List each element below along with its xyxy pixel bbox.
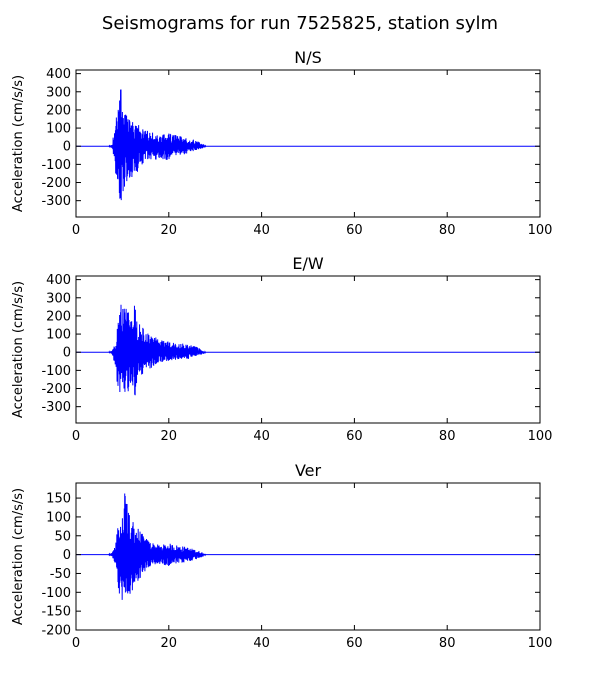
plot-frame [75,69,541,218]
y-axis-label: Acceleration (cm/s/s) [11,281,26,418]
y-tick-label: 100 [46,510,71,525]
x-tick-label: 60 [346,223,363,238]
x-tick-label: 80 [439,636,456,651]
panel-ns: N/S Acceleration (cm/s/s) 0 20 40 60 80 100 -3… [11,48,552,238]
series-line [76,89,540,201]
y-tick-label: -300 [41,194,71,209]
y-tick-label: -200 [41,176,71,191]
plot-frame [75,275,541,424]
y-tick-label: -200 [41,382,71,397]
series-line [76,493,540,600]
x-tick-label: 40 [253,429,270,444]
x-tick-label: 40 [253,636,270,651]
y-tick-label: -200 [41,624,71,639]
x-tick-label: 100 [528,223,553,238]
panel-title: N/S [294,48,322,67]
panel-ew: E/W Acceleration (cm/s/s) 0 20 40 60 80 100 -3… [11,254,552,444]
x-tick-label: 100 [528,429,553,444]
y-tick-label: 300 [46,291,71,306]
x-tick-label: 60 [346,429,363,444]
x-tick-label: 40 [253,223,270,238]
y-tick-label: 400 [46,273,71,288]
figure-title: Seismograms for run 7525825, station syl… [102,13,498,34]
y-tick-label: 300 [46,85,71,100]
y-tick-label: 0 [63,346,71,361]
y-tick-label: -100 [41,158,71,173]
x-tick-label: 20 [161,223,178,238]
y-tick-label: 100 [46,122,71,137]
y-tick-label: 200 [46,103,71,118]
plot-frame [75,482,541,631]
y-tick-label: 400 [46,67,71,82]
x-tick-label: 60 [346,636,363,651]
y-tick-label: -300 [41,400,71,415]
x-tick-label: 100 [528,636,553,651]
y-tick-label: 50 [54,529,71,544]
x-tick-label: 80 [439,429,456,444]
y-tick-label: 100 [46,328,71,343]
panel-ver: Ver Acceleration (cm/s/s) 0 20 40 60 80 100 -2… [11,461,552,651]
y-tick-label: 0 [63,140,71,155]
y-tick-label: 0 [63,548,71,563]
y-tick-label: 200 [46,309,71,324]
x-tick-label: 0 [72,429,80,444]
panel-title: Ver [295,461,322,480]
panel-title: E/W [292,254,324,273]
x-tick-label: 20 [161,429,178,444]
x-tick-label: 20 [161,636,178,651]
y-tick-label: 150 [46,492,71,507]
x-tick-label: 0 [72,636,80,651]
y-tick-label: -150 [41,605,71,620]
y-tick-label: -100 [41,586,71,601]
x-tick-label: 80 [439,223,456,238]
y-tick-label: -50 [50,567,71,582]
y-axis-label: Acceleration (cm/s/s) [11,488,26,625]
y-axis-label: Acceleration (cm/s/s) [11,75,26,212]
series-line [76,304,540,396]
x-tick-label: 0 [72,223,80,238]
y-tick-label: -100 [41,364,71,379]
